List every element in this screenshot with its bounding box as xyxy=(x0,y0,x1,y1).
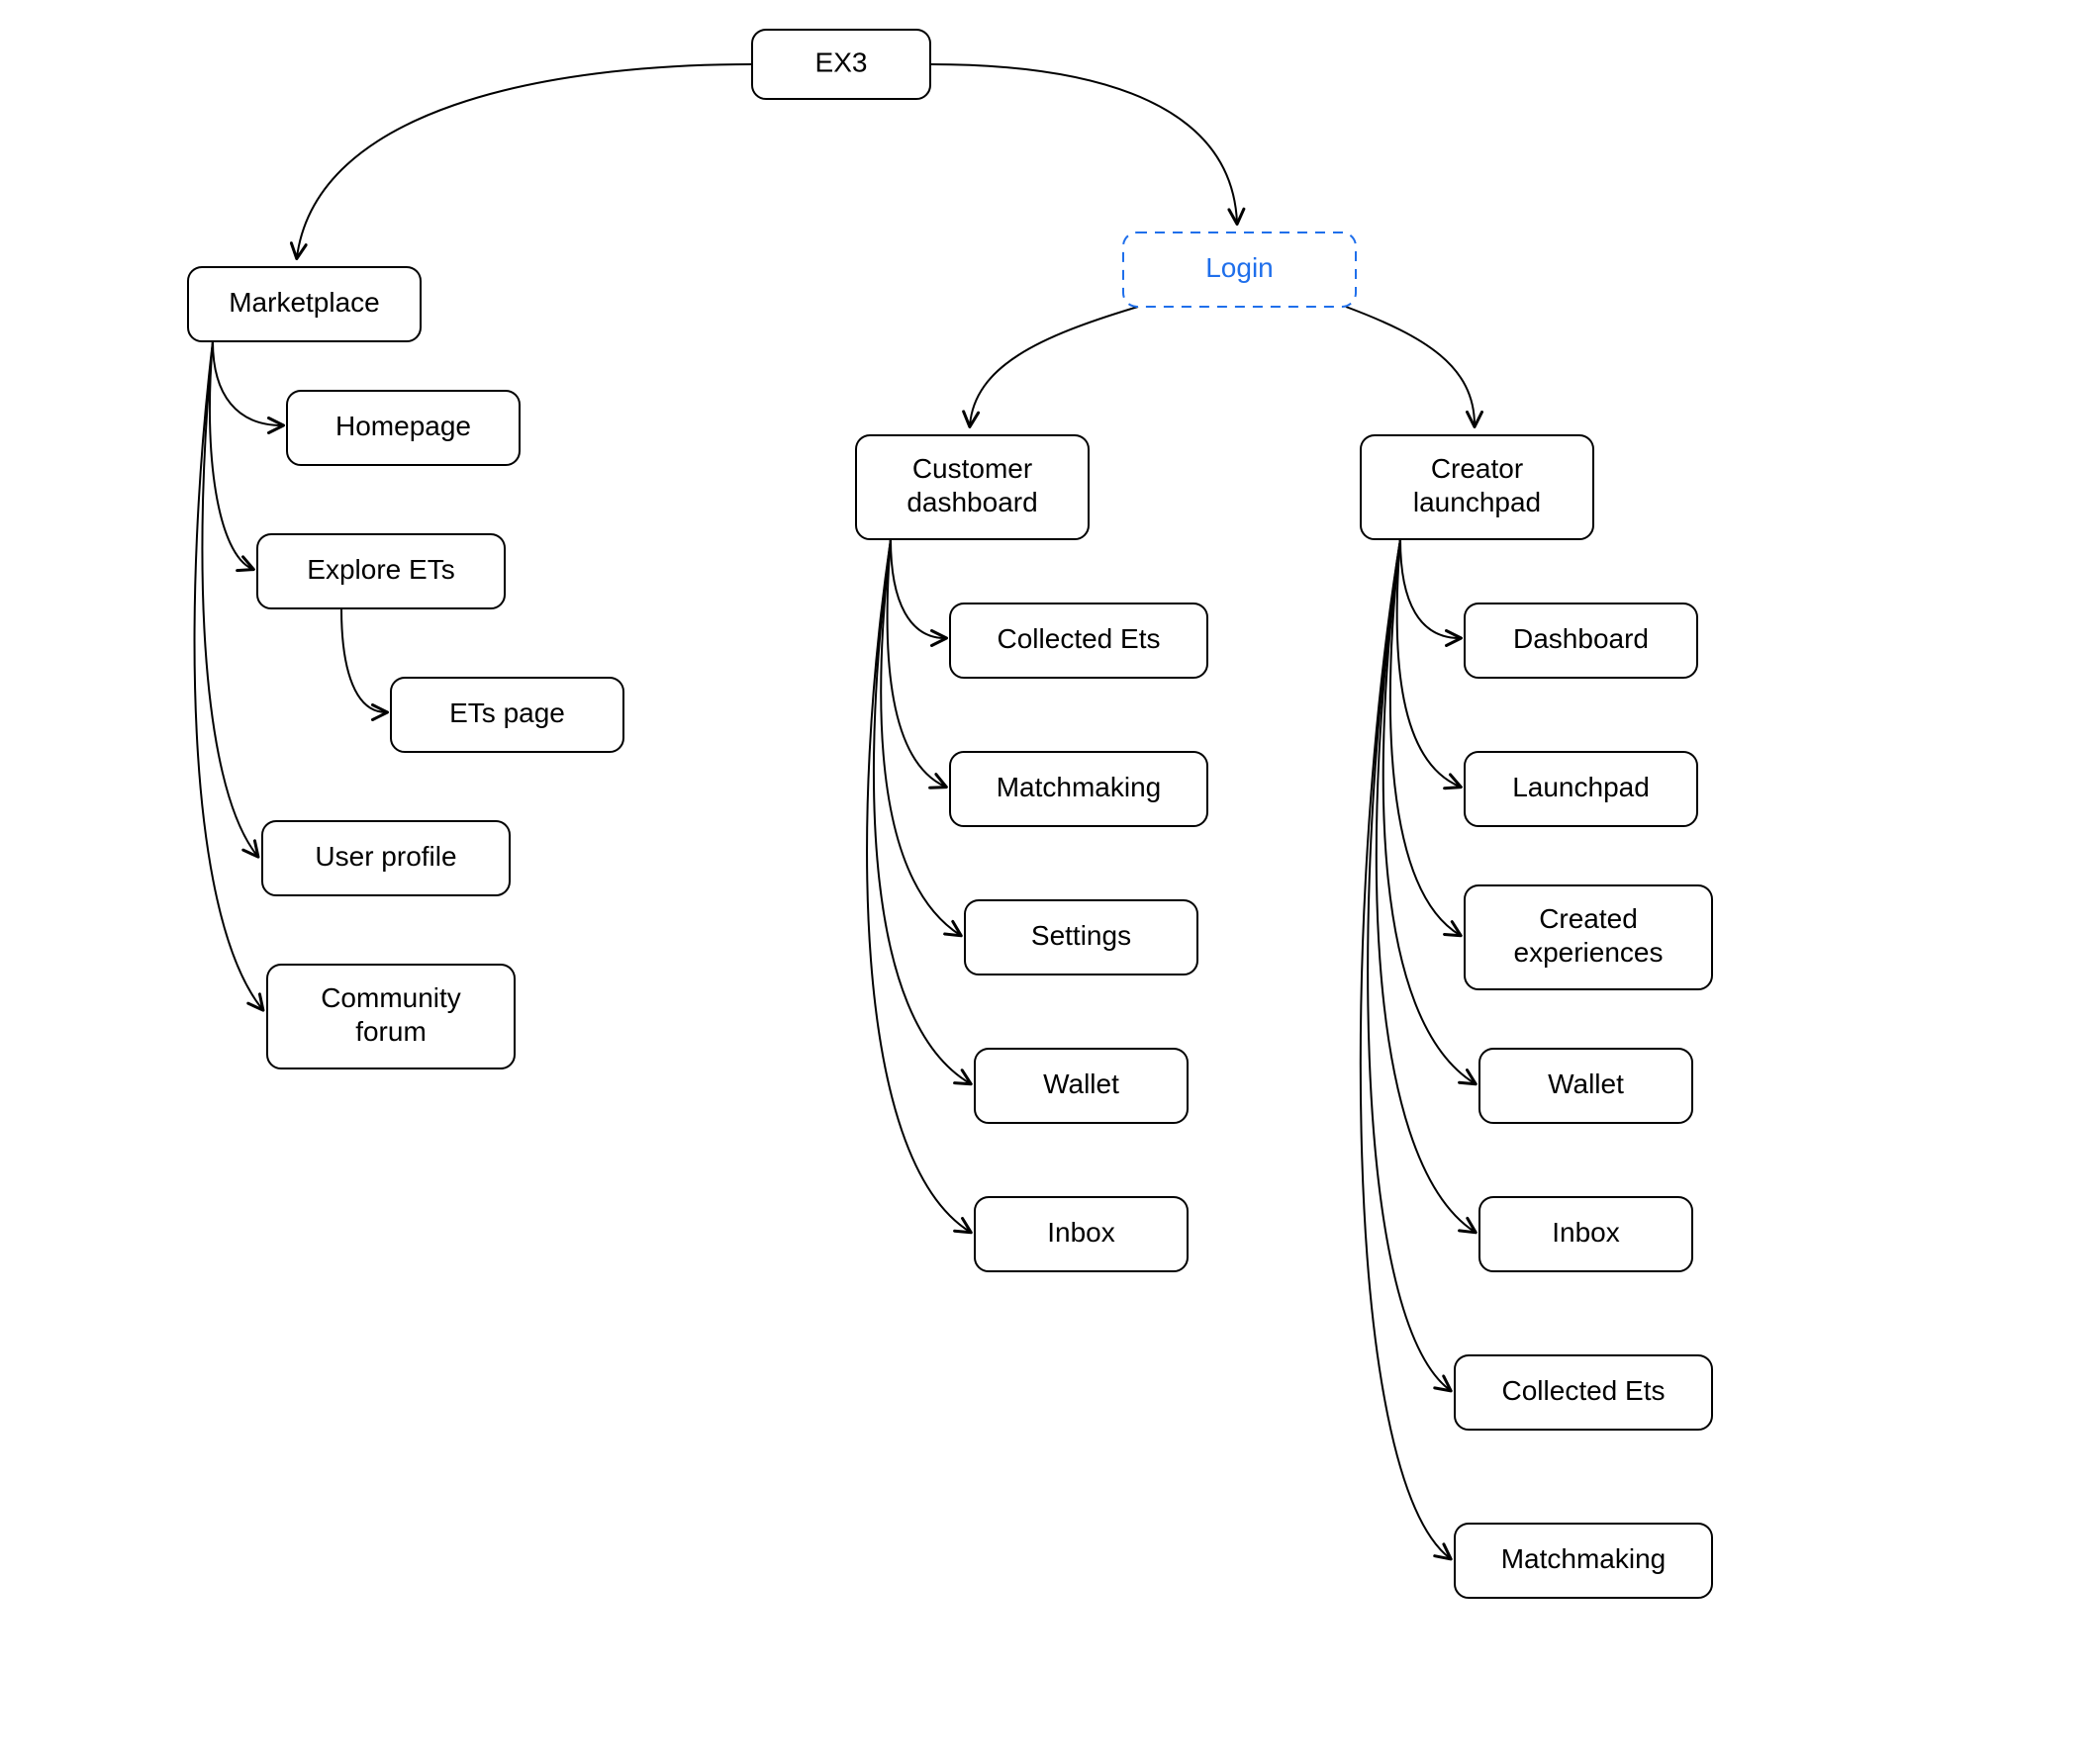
node-label-r_inbox: Inbox xyxy=(1552,1217,1620,1248)
node-label-root: EX3 xyxy=(815,46,868,77)
node-label-r_wallet: Wallet xyxy=(1548,1068,1624,1099)
node-label-custdash-line0: Customer xyxy=(912,453,1032,484)
node-c_settings: Settings xyxy=(965,900,1197,975)
node-label-r_created-line1: experiences xyxy=(1514,937,1664,968)
node-label-c_wallet: Wallet xyxy=(1043,1068,1119,1099)
node-c_inbox: Inbox xyxy=(975,1197,1188,1271)
node-label-explore: Explore ETs xyxy=(307,554,454,585)
node-r_dash: Dashboard xyxy=(1465,603,1697,678)
node-c_collected: Collected Ets xyxy=(950,603,1207,678)
edge-custdash-c_settings xyxy=(881,539,960,935)
node-label-r_match: Matchmaking xyxy=(1501,1543,1667,1574)
node-label-c_inbox: Inbox xyxy=(1047,1217,1115,1248)
node-custdash: Customerdashboard xyxy=(856,435,1089,539)
node-label-login: Login xyxy=(1205,252,1274,283)
node-label-c_settings: Settings xyxy=(1031,920,1131,951)
node-label-r_dash: Dashboard xyxy=(1513,623,1649,654)
edge-market-homepage xyxy=(213,341,282,425)
edge-creatorlp-r_created xyxy=(1390,539,1460,935)
node-r_wallet: Wallet xyxy=(1479,1049,1692,1123)
node-r_match: Matchmaking xyxy=(1455,1524,1712,1598)
edge-root-login xyxy=(930,64,1237,223)
edge-custdash-c_collected xyxy=(891,539,945,638)
node-label-r_created-line0: Created xyxy=(1539,903,1638,934)
node-label-community-line0: Community xyxy=(321,982,461,1013)
node-label-etspage: ETs page xyxy=(449,697,565,728)
node-label-r_collected: Collected Ets xyxy=(1502,1375,1666,1406)
node-homepage: Homepage xyxy=(287,391,520,465)
edge-login-creatorlp xyxy=(1346,307,1475,425)
node-label-c_match: Matchmaking xyxy=(997,772,1162,802)
edge-creatorlp-r_launch xyxy=(1397,539,1460,787)
node-label-community-line1: forum xyxy=(355,1016,427,1047)
node-c_wallet: Wallet xyxy=(975,1049,1188,1123)
node-label-custdash-line1: dashboard xyxy=(906,487,1037,517)
node-r_inbox: Inbox xyxy=(1479,1197,1692,1271)
node-root: EX3 xyxy=(752,30,930,99)
node-userprof: User profile xyxy=(262,821,510,895)
node-label-market: Marketplace xyxy=(229,287,380,318)
node-label-c_collected: Collected Ets xyxy=(998,623,1161,654)
node-community: Communityforum xyxy=(267,965,515,1068)
edge-root-market xyxy=(297,64,752,257)
node-r_collected: Collected Ets xyxy=(1455,1355,1712,1430)
edge-explore-etspage xyxy=(341,608,386,712)
node-label-r_launch: Launchpad xyxy=(1512,772,1650,802)
edge-custdash-c_match xyxy=(888,539,945,787)
node-label-homepage: Homepage xyxy=(335,411,471,441)
edge-creatorlp-r_dash xyxy=(1400,539,1460,638)
node-label-creatorlp-line0: Creator xyxy=(1431,453,1523,484)
node-explore: Explore ETs xyxy=(257,534,505,608)
node-market: Marketplace xyxy=(188,267,421,341)
node-label-userprof: User profile xyxy=(315,841,456,872)
edge-login-custdash xyxy=(970,307,1138,425)
node-c_match: Matchmaking xyxy=(950,752,1207,826)
node-r_created: Createdexperiences xyxy=(1465,885,1712,989)
node-login: Login xyxy=(1123,232,1356,307)
node-creatorlp: Creatorlaunchpad xyxy=(1361,435,1593,539)
sitemap-diagram: EX3 Marketplace Login Homepage Explore ETs ET… xyxy=(0,0,2097,1764)
edge-creatorlp-r_match xyxy=(1361,539,1450,1558)
node-etspage: ETs page xyxy=(391,678,623,752)
node-label-creatorlp-line1: launchpad xyxy=(1413,487,1541,517)
node-r_launch: Launchpad xyxy=(1465,752,1697,826)
